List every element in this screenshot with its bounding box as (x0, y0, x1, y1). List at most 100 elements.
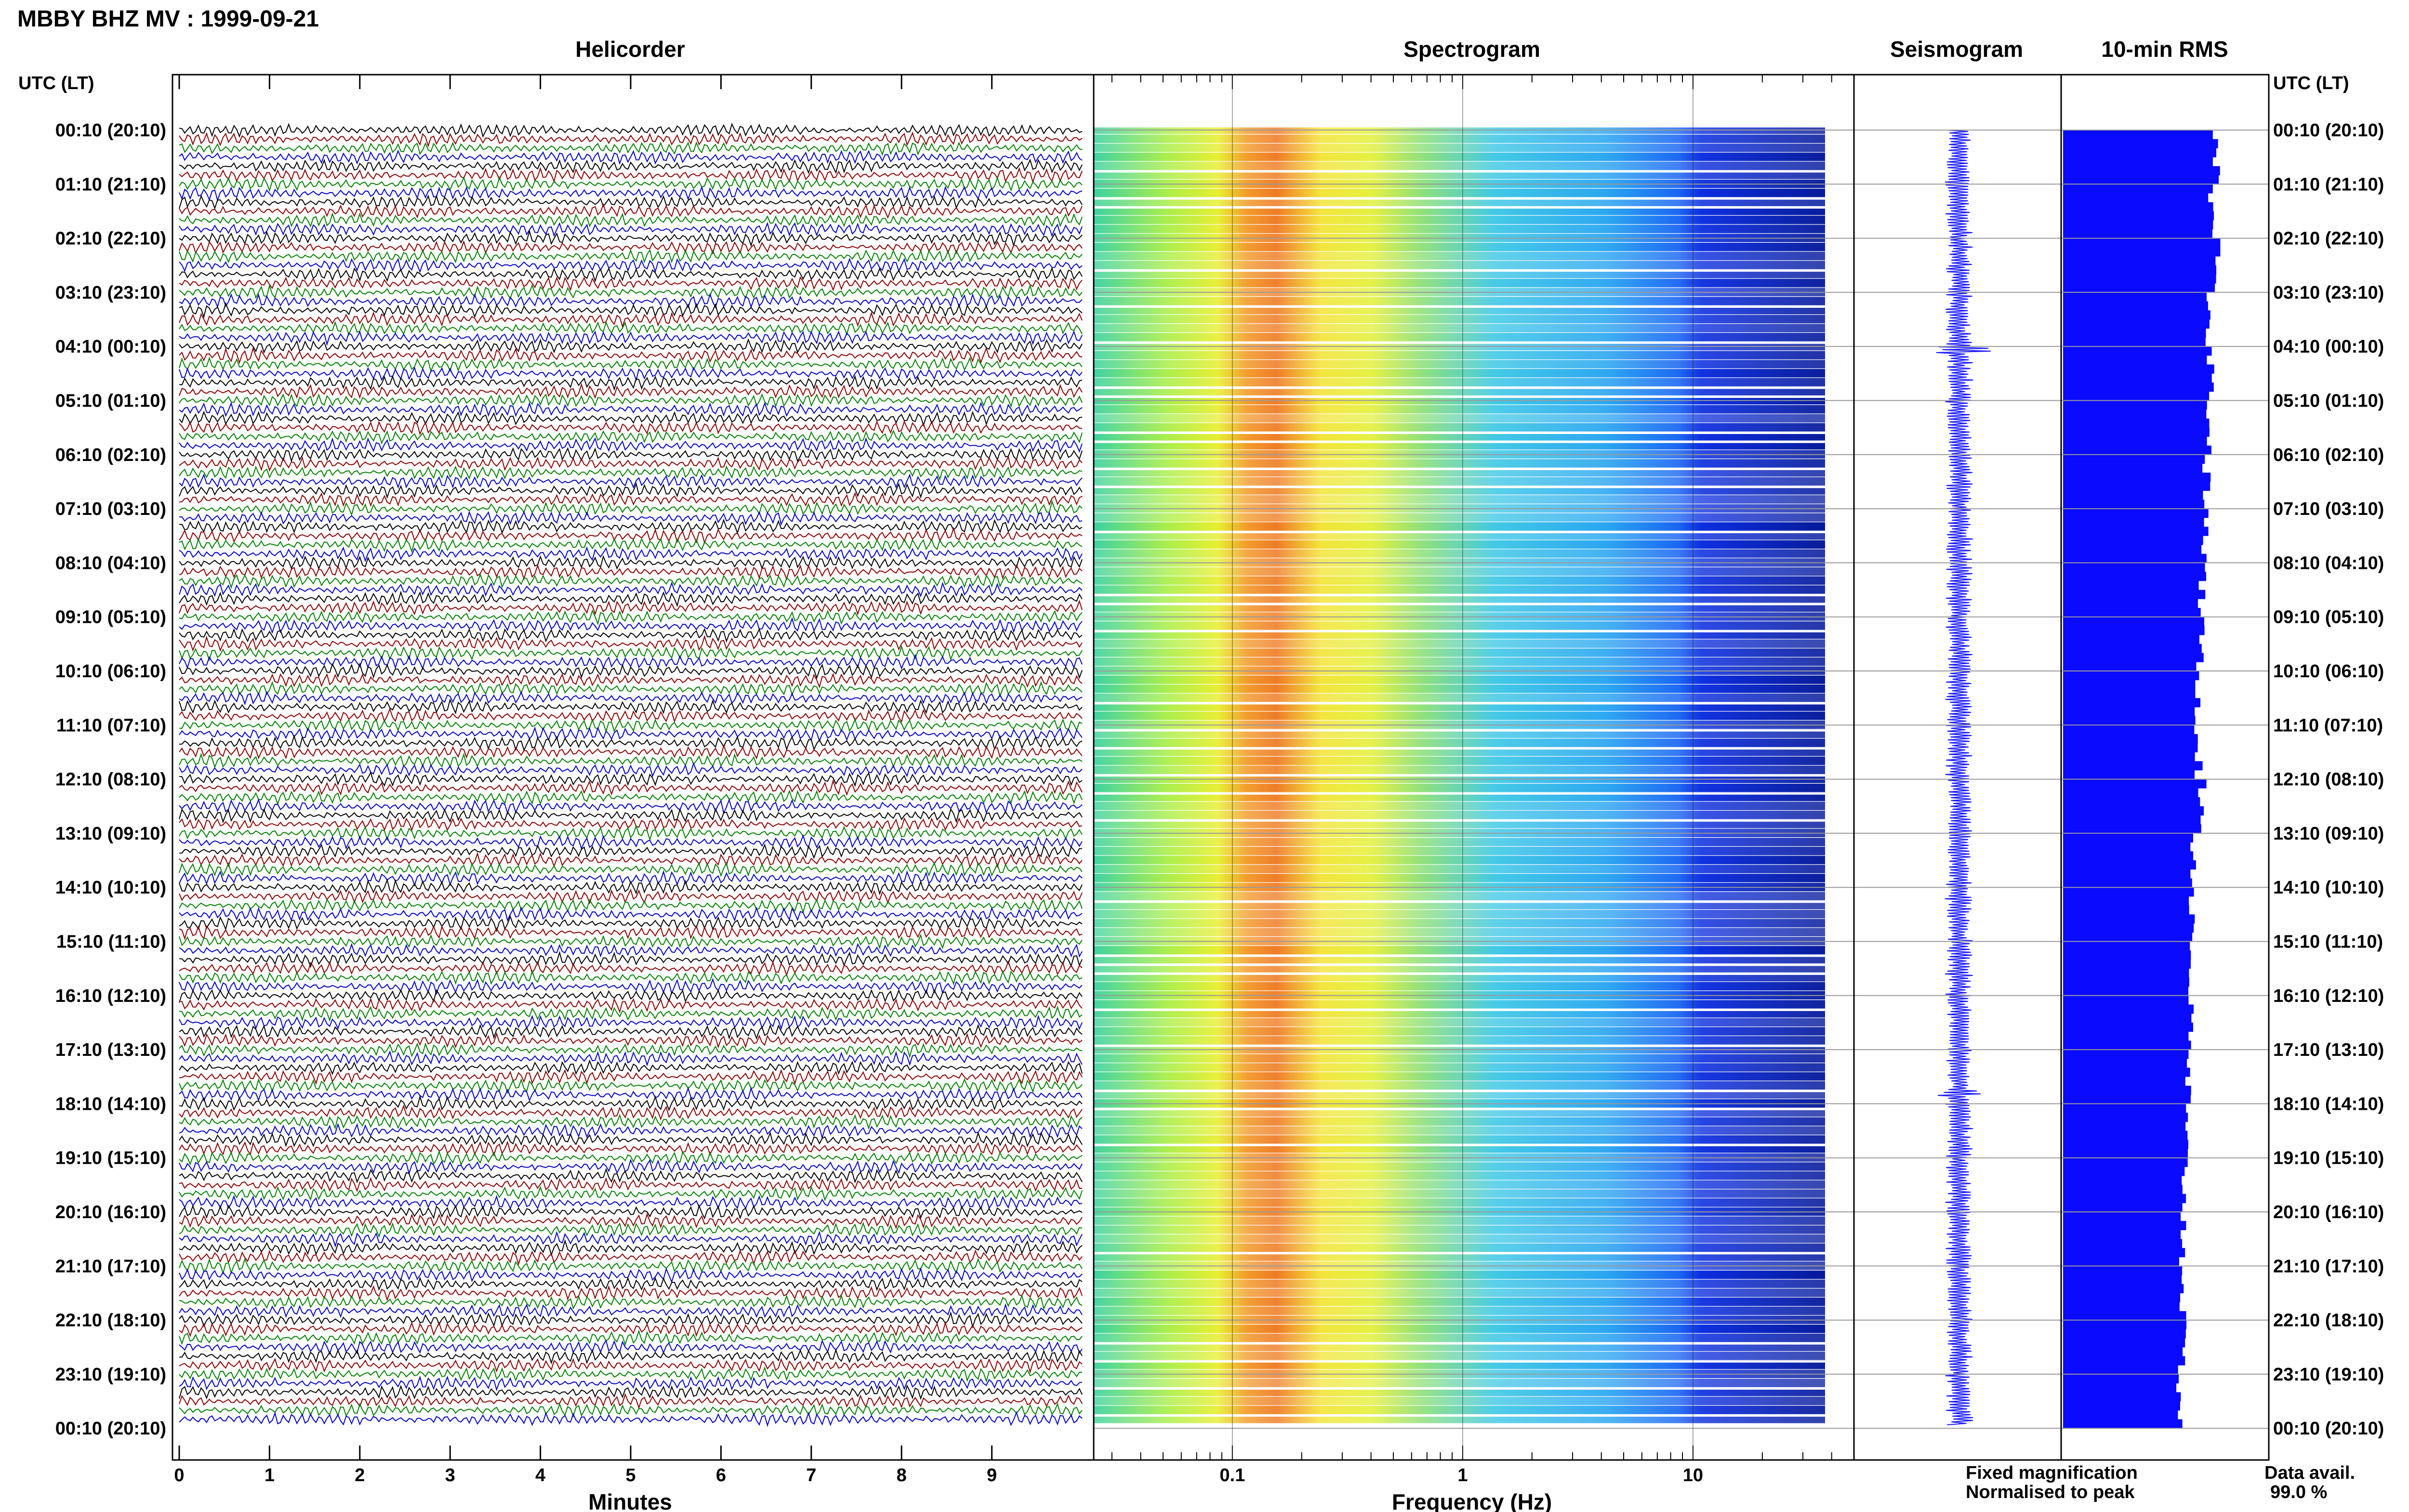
helicorder-trace (179, 1339, 1083, 1355)
helicorder-trace (179, 1222, 1083, 1238)
spectrogram-tick-label: 0.1 (1219, 1465, 1245, 1486)
rms-bar (2063, 1284, 2184, 1293)
spectrogram-row (1094, 315, 1825, 324)
spectrogram-gap (1094, 125, 1825, 128)
helicorder-trace (179, 538, 1083, 553)
spectrogram-row (1094, 495, 1825, 504)
rms-bar (2063, 580, 2199, 590)
helicorder-tick-label: 8 (897, 1465, 907, 1486)
helicorder-trace (179, 267, 1083, 283)
helicorder-trace (179, 555, 1083, 570)
spectrogram-gap (1094, 486, 1825, 488)
helicorder-title: Helicorder (575, 37, 685, 62)
spectrogram-row (1094, 576, 1825, 585)
helicorder-trace (179, 1114, 1083, 1130)
time-label-left: 23:10 (19:10) (55, 1365, 166, 1385)
spectrogram-row (1094, 1144, 1825, 1153)
rms-bar (2063, 878, 2192, 888)
helicorder-trace (179, 1384, 1083, 1400)
spectrogram-row (1094, 765, 1825, 774)
rms-bar (2063, 1040, 2191, 1050)
rms-bar (2063, 553, 2207, 563)
spectrogram-row (1094, 144, 1825, 152)
rms-bar (2063, 1113, 2188, 1122)
helicorder-trace (179, 1158, 1083, 1175)
helicorder-trace (179, 1204, 1083, 1220)
helicorder-trace (179, 950, 1083, 968)
helicorder-trace (179, 1276, 1083, 1291)
helicorder-trace (179, 1375, 1083, 1392)
rms-bar (2063, 130, 2213, 140)
helicorder-tick-label: 4 (535, 1465, 545, 1486)
helicorder-trace (179, 1059, 1083, 1076)
helicorder-trace (179, 1042, 1083, 1059)
rms-bar (2063, 806, 2204, 815)
helicorder-trace (179, 662, 1083, 680)
rms-bar (2063, 1293, 2181, 1302)
spectrogram-gap (1094, 729, 1825, 732)
rms-bar (2063, 707, 2195, 717)
spectrogram-gap (1094, 387, 1825, 389)
time-label-right: 08:10 (04:10) (2273, 553, 2384, 573)
rms-bar (2063, 238, 2221, 248)
helicorder-trace (179, 907, 1083, 922)
spectrogram-row (1094, 1072, 1825, 1081)
helicorder-trace (179, 1024, 1083, 1040)
rms-bar (2063, 274, 2216, 284)
spectrogram-gap (1094, 901, 1825, 903)
helicorder-trace (179, 456, 1083, 472)
spectrogram-row (1094, 1288, 1825, 1297)
spectrogram-row (1094, 486, 1825, 495)
spectrogram-row (1094, 432, 1825, 441)
helicorder-trace (179, 573, 1083, 589)
rms-bar (2063, 752, 2195, 762)
helicorder-trace (179, 843, 1083, 859)
spectrogram-row (1094, 1108, 1825, 1117)
spectrogram-row (1094, 567, 1825, 576)
time-label-left: 04:10 (00:10) (55, 337, 166, 357)
rms-bar (2063, 968, 2189, 978)
spectrogram-row (1094, 838, 1825, 846)
helicorder-trace (179, 1104, 1083, 1121)
rms-bar (2063, 887, 2194, 897)
spectrogram-row (1094, 1352, 1825, 1360)
helicorder-tick-label: 6 (716, 1465, 726, 1486)
spectrogram-row (1094, 1406, 1825, 1414)
helicorder-trace (179, 808, 1083, 824)
rms-bars (2063, 130, 2221, 1429)
helicorder-trace (179, 581, 1083, 598)
spectrogram-row (1094, 955, 1825, 964)
helicorder-trace (179, 347, 1083, 365)
spectrogram-row (1094, 441, 1825, 450)
time-label-right: 20:10 (16:10) (2273, 1202, 2384, 1223)
rms-bar (2063, 626, 2205, 635)
spectrogram-row (1094, 1225, 1825, 1234)
spectrogram-row (1094, 630, 1825, 639)
helicorder-trace (179, 752, 1083, 769)
time-label-left: 13:10 (09:10) (55, 824, 166, 844)
helicorder-tick-label: 0 (174, 1465, 184, 1486)
time-label-right: 03:10 (23:10) (2273, 283, 2384, 303)
data-availability-value: 99.0 % (2270, 1482, 2327, 1502)
spectrogram-row (1094, 1027, 1825, 1036)
helicorder-tick-label: 1 (265, 1465, 275, 1486)
spectrogram-gap (1094, 955, 1825, 957)
spectrogram-row (1094, 1243, 1825, 1252)
spectrogram-row (1094, 522, 1825, 531)
spectrogram-row (1094, 585, 1825, 594)
rms-bar (2063, 1149, 2188, 1158)
rms-bar (2063, 716, 2196, 725)
rms-bar (2063, 1248, 2185, 1258)
rms-bar (2063, 833, 2193, 843)
spectrogram-row (1094, 1279, 1825, 1288)
rms-bar (2063, 788, 2198, 798)
spectrogram-row (1094, 901, 1825, 909)
helicorder-trace (179, 311, 1083, 329)
spectrogram-row (1094, 1036, 1825, 1045)
helicorder-trace (179, 366, 1083, 382)
rms-bar (2063, 680, 2196, 689)
spectrogram-row (1094, 1415, 1825, 1423)
rms-bar (2063, 1239, 2183, 1249)
time-label-right: 02:10 (22:10) (2273, 229, 2384, 249)
helicorder-trace (179, 465, 1083, 481)
